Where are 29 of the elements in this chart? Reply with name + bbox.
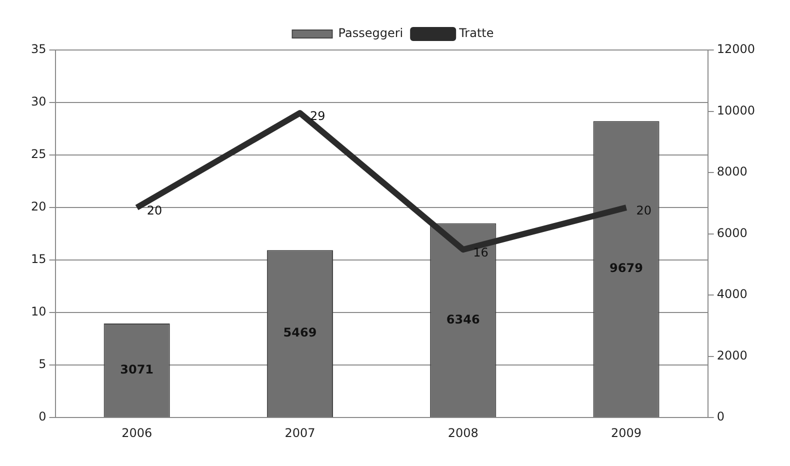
data-label: 5469 xyxy=(283,326,317,340)
y2-tick-label: 8000 xyxy=(716,164,748,179)
y2-tick-label: 2000 xyxy=(716,348,748,362)
y-tick-label: 0 xyxy=(38,410,46,424)
legend-label: Passeggeri xyxy=(338,26,404,40)
x-tick-label: 2007 xyxy=(284,426,316,440)
y-tick-label: 5 xyxy=(38,357,46,372)
y2-tick-label: 6000 xyxy=(716,226,748,240)
x-tick-label: 2009 xyxy=(610,426,642,440)
x-tick-label: 2006 xyxy=(122,426,152,440)
data-label: 16 xyxy=(473,246,488,260)
data-label: 20 xyxy=(146,204,162,218)
y-tick-label: 35 xyxy=(30,42,46,56)
y-tick-label: 20 xyxy=(30,200,46,214)
data-label: 6346 xyxy=(446,312,480,326)
data-label: 29 xyxy=(310,109,326,124)
y-tick-label: 15 xyxy=(30,252,46,266)
y2-tick-label: 12000 xyxy=(716,42,756,56)
y2-tick-label: 10000 xyxy=(716,103,756,118)
y2-tick-label: 4000 xyxy=(716,287,748,302)
data-label: 9679 xyxy=(610,261,643,276)
data-label: 20 xyxy=(636,204,652,218)
y-tick-label: 25 xyxy=(30,147,46,162)
y-tick-label: 10 xyxy=(30,304,46,319)
data-label: 3071 xyxy=(120,362,154,376)
y-tick-label: 30 xyxy=(30,94,46,109)
y2-tick-label: 0 xyxy=(716,410,724,424)
x-tick-label: 2008 xyxy=(448,426,478,440)
legend-label: Tratte xyxy=(458,26,494,40)
